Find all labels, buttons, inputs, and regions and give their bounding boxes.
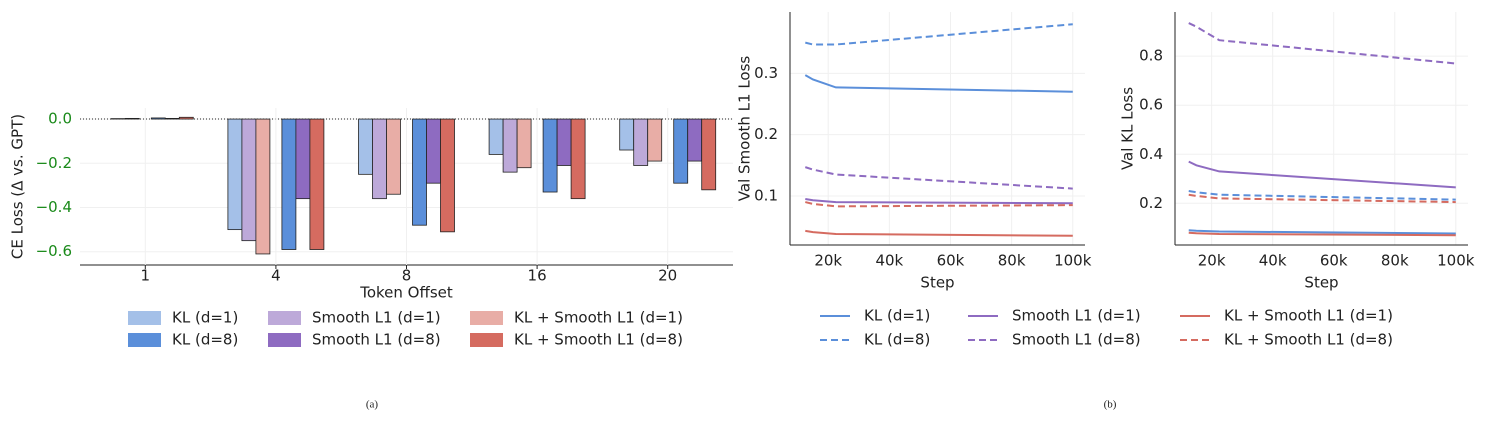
legend-swatch bbox=[128, 311, 161, 325]
y-tick-label: 0.0 bbox=[48, 110, 72, 128]
x-tick-label: 20k bbox=[814, 252, 842, 270]
line bbox=[805, 23, 1073, 46]
bar bbox=[386, 118, 401, 195]
legend-swatch bbox=[470, 333, 503, 347]
bar bbox=[440, 118, 455, 233]
y-tick-label: −0.6 bbox=[36, 242, 72, 260]
bar bbox=[164, 117, 180, 120]
bar bbox=[150, 117, 166, 120]
bar bbox=[633, 118, 649, 166]
legend-label: KL (d=8) bbox=[864, 331, 930, 349]
y-axis-label: Val KL Loss bbox=[1119, 87, 1137, 170]
y-tick-label: 0.6 bbox=[1139, 96, 1163, 114]
bar bbox=[241, 118, 257, 242]
x-tick-label: 40k bbox=[1259, 252, 1287, 270]
x-tick-label: 100k bbox=[1054, 252, 1092, 270]
x-tick-label: 4 bbox=[271, 267, 281, 285]
bar bbox=[488, 118, 504, 155]
y-tick-label: −0.4 bbox=[36, 198, 72, 216]
legend-label: KL + Smooth L1 (d=8) bbox=[514, 331, 683, 349]
legend-label: KL (d=1) bbox=[172, 309, 238, 327]
y-tick-label: 0.2 bbox=[754, 125, 778, 143]
legend-label: KL (d=1) bbox=[864, 307, 930, 325]
bar bbox=[309, 118, 325, 250]
bar bbox=[412, 118, 427, 226]
x-tick-label: 16 bbox=[528, 267, 547, 285]
x-tick-label: 80k bbox=[998, 252, 1026, 270]
bar bbox=[502, 118, 518, 173]
x-tick-label: 1 bbox=[141, 267, 151, 285]
bar bbox=[358, 118, 373, 175]
legend-label: KL + Smooth L1 (d=8) bbox=[1224, 331, 1393, 349]
y-tick-label: 0.1 bbox=[754, 186, 778, 204]
caption: (b) bbox=[1104, 399, 1117, 411]
line bbox=[1188, 160, 1456, 189]
line bbox=[804, 74, 1073, 93]
bar bbox=[255, 118, 271, 255]
x-tick-label: 60k bbox=[937, 252, 965, 270]
caption: (a) bbox=[366, 399, 379, 411]
legend-label: KL (d=8) bbox=[172, 331, 238, 349]
y-tick-label: 0.8 bbox=[1139, 47, 1163, 65]
x-axis-label: Step bbox=[1304, 274, 1338, 292]
bar bbox=[426, 118, 441, 184]
bar bbox=[178, 116, 194, 120]
bar bbox=[570, 118, 586, 200]
x-tick-label: 20 bbox=[658, 267, 677, 285]
bar bbox=[647, 118, 663, 162]
bar bbox=[687, 118, 703, 162]
bar bbox=[556, 118, 572, 166]
bar bbox=[281, 118, 297, 250]
line bbox=[804, 166, 1073, 190]
legend-swatch bbox=[268, 333, 301, 347]
bar bbox=[673, 118, 689, 184]
legend-label: Smooth L1 (d=8) bbox=[312, 331, 441, 349]
bar bbox=[701, 118, 717, 191]
line bbox=[1188, 229, 1456, 235]
bar bbox=[295, 118, 311, 200]
line bbox=[1188, 22, 1456, 65]
line bbox=[805, 229, 1073, 237]
legend-label: Smooth L1 (d=1) bbox=[1012, 307, 1141, 325]
x-tick-label: 100k bbox=[1437, 252, 1475, 270]
bar bbox=[516, 118, 532, 169]
line bbox=[1188, 231, 1456, 237]
x-tick-label: 40k bbox=[875, 252, 903, 270]
x-tick-label: 60k bbox=[1320, 252, 1348, 270]
legend-swatch bbox=[470, 311, 503, 325]
line bbox=[805, 201, 1073, 208]
legend-label: KL + Smooth L1 (d=1) bbox=[514, 309, 683, 327]
legend-label: KL + Smooth L1 (d=1) bbox=[1224, 307, 1393, 325]
y-tick-label: −0.2 bbox=[36, 154, 72, 172]
line bbox=[1188, 193, 1456, 204]
y-tick-label: 0.4 bbox=[1139, 145, 1163, 163]
bar bbox=[124, 117, 140, 120]
bar bbox=[372, 118, 387, 200]
x-tick-label: 80k bbox=[1381, 252, 1409, 270]
y-axis-label: Val Smooth L1 Loss bbox=[736, 56, 754, 202]
line bbox=[805, 198, 1073, 205]
x-axis-label: Token Offset bbox=[359, 284, 453, 302]
legend-label: Smooth L1 (d=8) bbox=[1012, 331, 1141, 349]
line bbox=[1188, 190, 1456, 201]
y-axis-label: CE Loss (Δ vs. GPT) bbox=[9, 114, 27, 259]
x-axis-label: Step bbox=[920, 274, 954, 292]
y-tick-label: 0.2 bbox=[1139, 194, 1163, 212]
x-tick-label: 20k bbox=[1198, 252, 1226, 270]
y-tick-label: 0.3 bbox=[754, 64, 778, 82]
legend-swatch bbox=[268, 311, 301, 325]
legend-label: Smooth L1 (d=1) bbox=[312, 309, 441, 327]
legend-swatch bbox=[128, 333, 161, 347]
bar bbox=[227, 118, 243, 231]
bar bbox=[619, 118, 635, 151]
bar bbox=[542, 118, 558, 193]
x-tick-label: 8 bbox=[402, 267, 412, 285]
